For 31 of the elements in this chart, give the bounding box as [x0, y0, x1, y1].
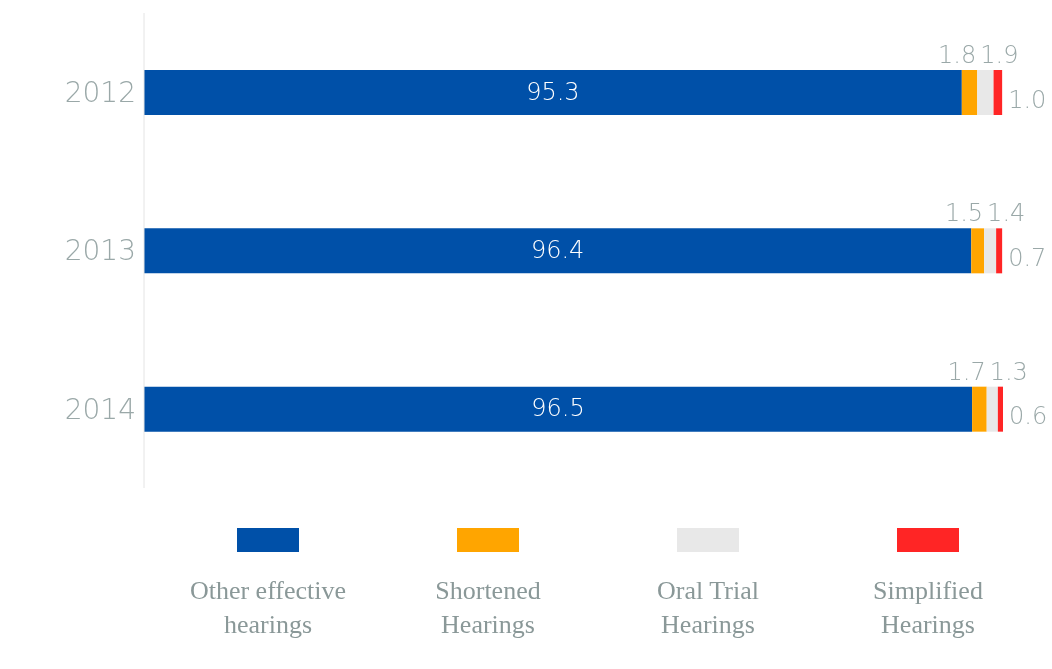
bar: [997, 386, 1003, 432]
data-label: 1.5: [944, 199, 984, 228]
bar: [144, 228, 972, 274]
bar: [971, 228, 985, 274]
y-tick-label: 2012: [64, 76, 136, 110]
data-label: 95.3: [526, 77, 580, 106]
data-label: 1.7: [947, 357, 986, 386]
data-label: 96.5: [531, 394, 585, 423]
data-label: 0.6: [1009, 402, 1048, 431]
bar: [996, 228, 1003, 274]
data-label: 1.9: [980, 41, 1019, 69]
bar: [144, 70, 962, 115]
data-label: 1.4: [987, 199, 1026, 228]
bar: [993, 70, 1003, 115]
bar: [961, 70, 978, 115]
y-tick-label: 2013: [64, 234, 136, 268]
bar: [984, 228, 997, 274]
legend-label: Other effective hearings: [188, 575, 348, 641]
legend-label: Simplified Hearings: [872, 575, 984, 641]
data-label: 1.8: [938, 41, 977, 69]
bar: [972, 386, 987, 432]
data-label: 1.3: [989, 357, 1028, 386]
data-label: 0.7: [1008, 243, 1047, 272]
bar: [977, 70, 994, 115]
legend-label: Shortened Hearings: [434, 575, 542, 641]
bar: [144, 386, 973, 432]
data-label: 96.4: [530, 235, 585, 264]
legend-label: Oral Trial Hearings: [656, 575, 760, 641]
bar: [986, 386, 998, 432]
y-tick-label: 2014: [64, 392, 136, 426]
data-label: 1.0: [1008, 85, 1047, 114]
